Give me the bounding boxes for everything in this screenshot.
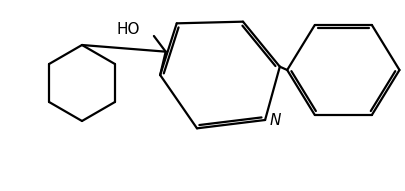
Text: N: N — [270, 112, 281, 128]
Text: HO: HO — [116, 22, 140, 37]
